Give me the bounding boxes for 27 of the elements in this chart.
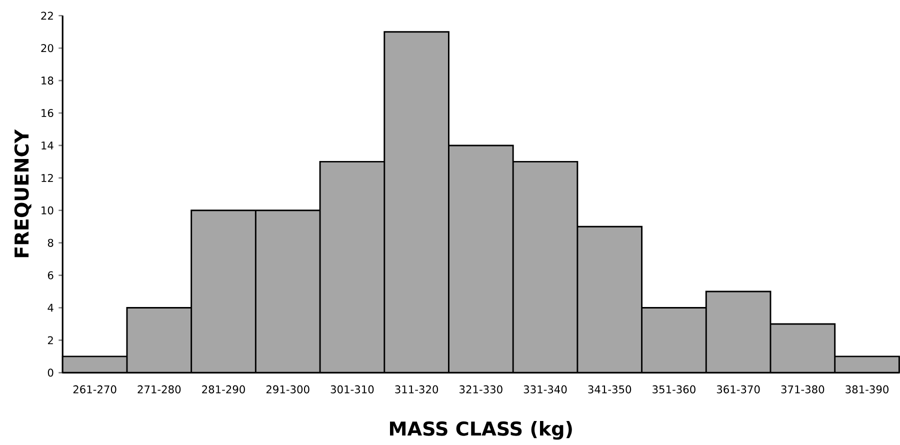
y-tick-label: 22 xyxy=(41,12,53,20)
y-axis-title: FREQUENCY xyxy=(14,129,32,258)
x-axis-title: MASS CLASS (kg) xyxy=(390,421,572,440)
y-tick-label: 10 xyxy=(42,206,54,215)
x-tick-label: 341-350 xyxy=(588,386,632,394)
x-tick-label: 321-330 xyxy=(460,386,502,394)
y-tick-label: 6 xyxy=(48,271,54,280)
x-tick-label: 261-270 xyxy=(73,386,116,394)
y-tick-label: 14 xyxy=(42,142,54,150)
y-tick-label: 16 xyxy=(42,109,54,118)
x-tick-label: 371-380 xyxy=(781,386,824,394)
y-tick-label: 4 xyxy=(48,304,54,312)
x-tick-label: 351-360 xyxy=(652,386,696,394)
y-tick-label: 8 xyxy=(48,239,54,248)
x-tick-label: 301-310 xyxy=(330,386,374,394)
y-tick-label: 0 xyxy=(48,368,54,377)
y-tick-label: 20 xyxy=(41,44,54,52)
y-tick-label: 12 xyxy=(42,174,53,182)
x-tick-label: 381-390 xyxy=(846,386,888,394)
x-tick-label: 331-340 xyxy=(524,386,567,394)
x-tick-label: 271-280 xyxy=(138,386,181,394)
x-tick-label: 281-290 xyxy=(202,386,245,394)
x-tick-label: 311-320 xyxy=(395,386,438,394)
y-tick-label: 2 xyxy=(48,336,53,344)
x-tick-label: 361-370 xyxy=(716,386,760,394)
y-tick-label: 18 xyxy=(42,76,54,85)
x-tick-label: 291-300 xyxy=(266,386,310,394)
